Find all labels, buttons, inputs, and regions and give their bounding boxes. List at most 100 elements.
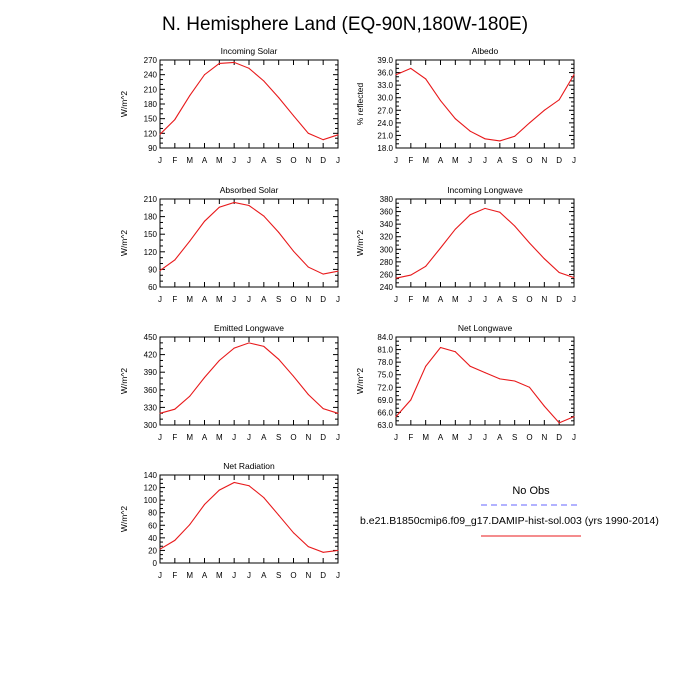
y-tick-label: 20 xyxy=(148,546,157,555)
data-point xyxy=(263,80,265,82)
x-tick-label: J xyxy=(394,156,398,165)
data-point xyxy=(499,140,501,142)
figure-title: N. Hemisphere Land (EQ-90N,180W-180E) xyxy=(162,14,528,35)
x-tick-label: N xyxy=(305,433,311,442)
data-point xyxy=(543,109,545,111)
x-tick-label: J xyxy=(232,571,236,580)
y-axis-label: W/m^2 xyxy=(119,506,129,532)
x-tick-label: M xyxy=(452,433,459,442)
x-tick-label: O xyxy=(526,433,532,442)
data-point xyxy=(573,74,575,76)
data-point xyxy=(454,118,456,120)
data-point xyxy=(189,524,191,526)
data-point xyxy=(425,265,427,267)
x-tick-label: J xyxy=(247,156,251,165)
y-tick-label: 100 xyxy=(144,496,158,505)
panel-title: Net Radiation xyxy=(223,461,275,471)
data-point xyxy=(514,135,516,137)
y-tick-label: 75.0 xyxy=(377,371,393,380)
data-point xyxy=(454,351,456,353)
data-point xyxy=(248,342,250,344)
data-point xyxy=(278,97,280,99)
data-point xyxy=(529,386,530,388)
panel-title: Albedo xyxy=(472,46,499,56)
x-tick-label: M xyxy=(422,295,429,304)
y-tick-label: 27.0 xyxy=(377,106,393,115)
x-tick-label: F xyxy=(172,295,177,304)
x-tick-label: A xyxy=(202,156,208,165)
x-tick-label: J xyxy=(394,295,398,304)
y-tick-label: 60 xyxy=(148,283,157,292)
y-tick-label: 63.0 xyxy=(377,421,393,430)
data-point xyxy=(204,220,205,222)
data-point xyxy=(233,482,235,484)
data-point xyxy=(174,408,176,410)
x-tick-label: J xyxy=(572,156,576,165)
y-tick-label: 39.0 xyxy=(377,56,393,65)
data-point xyxy=(278,358,280,360)
data-point xyxy=(218,206,220,208)
data-point xyxy=(233,202,235,204)
plot-frame xyxy=(159,336,339,426)
panel-title: Net Longwave xyxy=(458,323,513,333)
x-tick-label: O xyxy=(290,571,296,580)
x-tick-label: M xyxy=(186,433,193,442)
y-tick-label: 24.0 xyxy=(377,119,393,128)
y-tick-label: 21.0 xyxy=(377,131,393,140)
x-tick-label: M xyxy=(216,156,223,165)
series-line xyxy=(159,481,339,553)
data-point xyxy=(307,546,309,548)
x-tick-label: J xyxy=(394,433,398,442)
x-tick-label: D xyxy=(320,571,326,580)
data-point xyxy=(322,551,324,553)
chart-panel: Albedo % reflected 18.0 21.0 24.0 27.0 30.0 33.… xyxy=(355,46,576,165)
y-tick-label: 420 xyxy=(144,351,158,360)
x-tick-label: F xyxy=(408,156,413,165)
x-tick-label: M xyxy=(216,295,223,304)
y-tick-label: 120 xyxy=(144,484,158,493)
chart-panel: Emitted Longwave W/m^2 300 330 360 390 420 450 J… xyxy=(119,323,340,442)
x-tick-label: A xyxy=(202,295,208,304)
x-tick-label: O xyxy=(526,156,532,165)
plot-frame xyxy=(395,198,575,288)
x-tick-label: D xyxy=(320,433,326,442)
data-point xyxy=(410,67,412,69)
x-tick-label: A xyxy=(497,433,503,442)
data-point xyxy=(558,99,560,101)
x-tick-label: A xyxy=(438,156,444,165)
x-tick-label: A xyxy=(438,433,444,442)
data-point xyxy=(263,497,265,499)
x-tick-label: J xyxy=(483,433,487,442)
x-tick-label: S xyxy=(276,433,281,442)
x-tick-label: J xyxy=(468,433,472,442)
x-tick-label: O xyxy=(290,295,296,304)
y-tick-label: 210 xyxy=(144,195,158,204)
data-point xyxy=(440,346,441,348)
data-point xyxy=(159,133,161,135)
data-point xyxy=(218,489,220,491)
data-point xyxy=(395,277,397,279)
data-point xyxy=(499,211,501,213)
y-tick-label: 300 xyxy=(380,245,394,254)
y-tick-label: 260 xyxy=(380,270,394,279)
series-line xyxy=(159,61,339,141)
x-tick-label: A xyxy=(261,571,267,580)
y-tick-label: 69.0 xyxy=(377,396,393,405)
y-axis-label: W/m^2 xyxy=(119,368,129,394)
x-tick-label: S xyxy=(512,156,517,165)
data-point xyxy=(337,270,339,272)
x-tick-label: A xyxy=(497,156,503,165)
data-point xyxy=(322,408,324,410)
y-tick-label: 390 xyxy=(144,368,158,377)
data-point xyxy=(469,130,471,132)
y-tick-label: 270 xyxy=(144,56,158,65)
x-tick-label: N xyxy=(305,295,311,304)
x-tick-label: M xyxy=(452,295,459,304)
data-point xyxy=(410,399,412,401)
series-line xyxy=(395,207,575,279)
data-point xyxy=(454,228,456,230)
x-tick-label: N xyxy=(305,156,311,165)
data-point xyxy=(174,119,176,121)
data-point xyxy=(278,231,280,233)
data-point xyxy=(573,277,575,279)
